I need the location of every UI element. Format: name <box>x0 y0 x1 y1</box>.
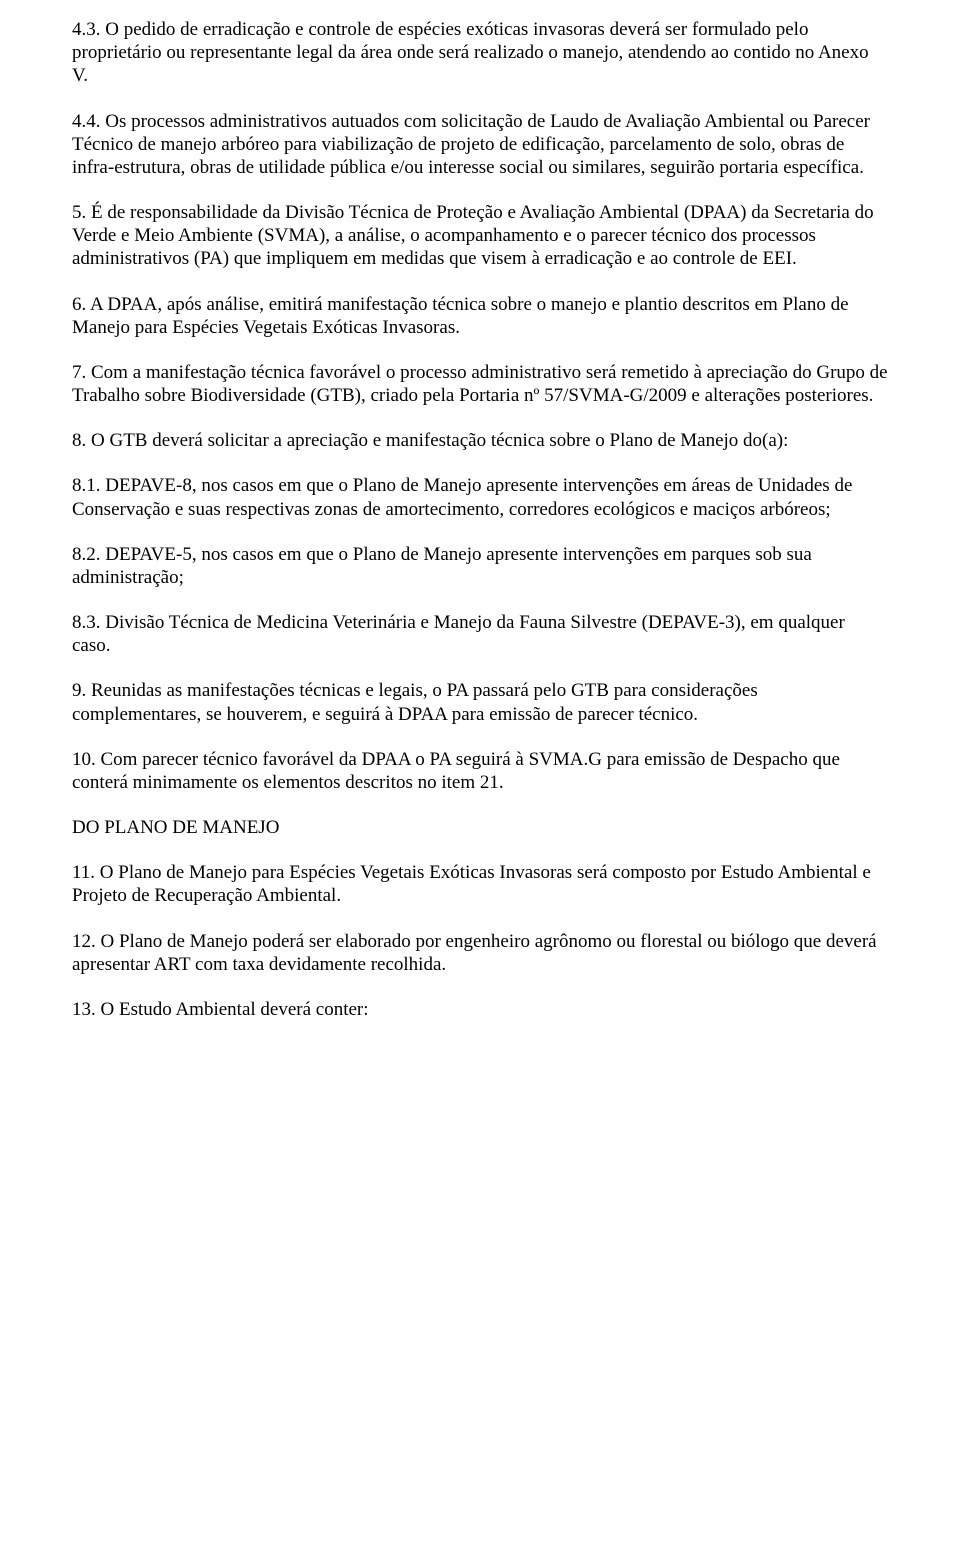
paragraph-8-2: 8.2. DEPAVE-5, nos casos em que o Plano … <box>72 543 888 589</box>
paragraph-13: 13. O Estudo Ambiental deverá conter: <box>72 998 888 1021</box>
paragraph-10: 10. Com parecer técnico favorável da DPA… <box>72 748 888 794</box>
paragraph-8: 8. O GTB deverá solicitar a apreciação e… <box>72 429 888 452</box>
paragraph-4-4: 4.4. Os processos administrativos autuad… <box>72 110 888 180</box>
paragraph-5: 5. É de responsabilidade da Divisão Técn… <box>72 201 888 271</box>
paragraph-6: 6. A DPAA, após análise, emitirá manifes… <box>72 293 888 339</box>
paragraph-9: 9. Reunidas as manifestações técnicas e … <box>72 679 888 725</box>
paragraph-8-1: 8.1. DEPAVE-8, nos casos em que o Plano … <box>72 474 888 520</box>
document-body: 4.3. O pedido de erradicação e controle … <box>72 18 888 1021</box>
paragraph-11: 11. O Plano de Manejo para Espécies Vege… <box>72 861 888 907</box>
paragraph-12: 12. O Plano de Manejo poderá ser elabora… <box>72 930 888 976</box>
paragraph-4-3: 4.3. O pedido de erradicação e controle … <box>72 18 888 88</box>
section-heading-plano-manejo: DO PLANO DE MANEJO <box>72 816 888 839</box>
paragraph-7: 7. Com a manifestação técnica favorável … <box>72 361 888 407</box>
paragraph-8-3: 8.3. Divisão Técnica de Medicina Veterin… <box>72 611 888 657</box>
